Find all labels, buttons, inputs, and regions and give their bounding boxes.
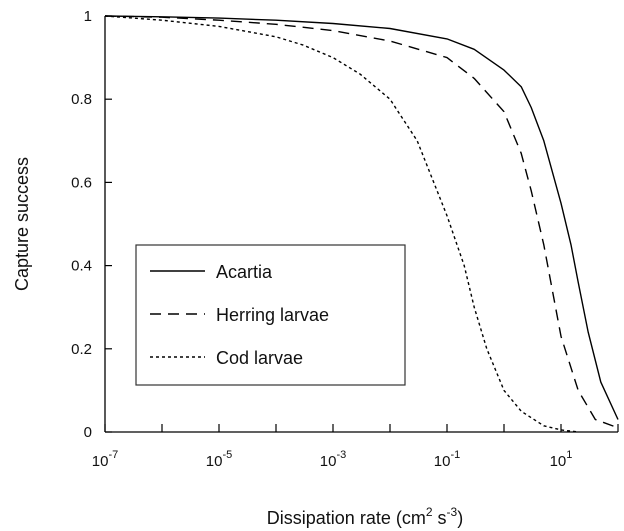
- series-line-herring-larvae: [104, 15, 619, 429]
- x-tick-label: 101: [550, 449, 573, 470]
- y-tick-label: 1: [84, 8, 92, 25]
- y-axis-label: Capture success: [12, 157, 32, 291]
- series-line-cod-larvae: [104, 15, 579, 433]
- series-lines: [104, 15, 619, 433]
- y-tick-label: 0.6: [71, 174, 92, 191]
- x-tick-label: 10-5: [206, 449, 232, 470]
- legend-box: [135, 244, 406, 386]
- legend-label-acartia: Acartia: [216, 262, 273, 282]
- legend: Acartia Herring larvae Cod larvae: [135, 244, 406, 386]
- x-axis-ticks: 10-7 10-5 10-3 10-1 101: [92, 424, 619, 470]
- plot-area: 0 0.2 0.4 0.6 0.8 1 10-7 10-5 10-3 10-1 101: [71, 8, 619, 470]
- series-line-acartia: [104, 15, 619, 420]
- y-tick-label: 0.4: [71, 258, 92, 275]
- y-tick-label: 0.2: [71, 341, 92, 358]
- x-tick-label: 10-1: [434, 449, 460, 470]
- y-axis-ticks: 0 0.2 0.4 0.6 0.8 1: [71, 8, 112, 441]
- x-tick-label: 10-3: [320, 449, 346, 470]
- x-axis-label: Dissipation rate (cm2 s-3): [267, 505, 463, 528]
- y-tick-label: 0.8: [71, 91, 92, 108]
- legend-label-herring-larvae: Herring larvae: [216, 305, 329, 325]
- y-tick-label: 0: [84, 424, 92, 441]
- legend-label-cod-larvae: Cod larvae: [216, 348, 303, 368]
- x-tick-label: 10-7: [92, 449, 118, 470]
